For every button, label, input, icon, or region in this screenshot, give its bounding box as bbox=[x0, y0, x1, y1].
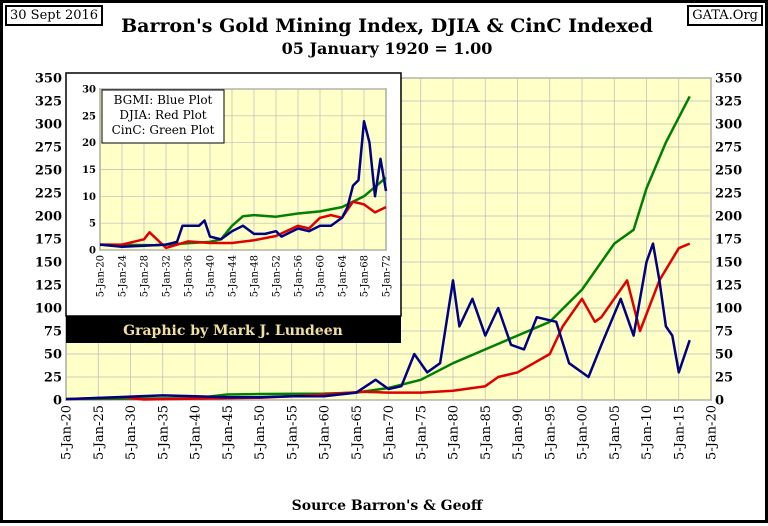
inset-x-tick-label: 5-Jan-68 bbox=[360, 255, 371, 297]
main-x-tick-label: 5-Jan-15 bbox=[672, 405, 687, 460]
main-y-tick-label: 350 bbox=[35, 72, 62, 87]
inset-legend-box bbox=[101, 89, 225, 144]
main-y-tick-label-right: 300 bbox=[715, 118, 742, 133]
main-x-tick-label: 5-Jan-05 bbox=[608, 405, 623, 460]
main-x-tick-label: 5-Jan-20 bbox=[705, 405, 720, 460]
main-x-tick-label: 5-Jan-70 bbox=[382, 405, 397, 460]
main-y-tick-label-right: 225 bbox=[715, 187, 742, 202]
inset-y-tick-label: 30 bbox=[82, 85, 96, 96]
main-y-tick-label: 175 bbox=[35, 233, 62, 248]
main-x-tick-label: 5-Jan-55 bbox=[285, 405, 300, 460]
main-y-tick-label-right: 350 bbox=[715, 72, 742, 87]
footer-source: Source Barron's & Geoff bbox=[291, 498, 483, 514]
main-y-tick-label-right: 50 bbox=[715, 348, 733, 363]
main-y-tick-label: 25 bbox=[44, 371, 62, 386]
main-y-tick-label: 75 bbox=[44, 325, 62, 340]
main-y-tick-label-right: 150 bbox=[715, 256, 742, 271]
inset-x-tick-label: 5-Jan-28 bbox=[140, 255, 151, 297]
chart-subtitle: 05 January 1920 = 1.00 bbox=[281, 39, 493, 58]
main-y-tick-label-right: 75 bbox=[715, 325, 733, 340]
inset-x-tick-label: 5-Jan-40 bbox=[206, 255, 217, 297]
main-x-tick-label: 5-Jan-80 bbox=[447, 405, 462, 460]
legend-entry-2: CinC: Green Plot bbox=[112, 123, 215, 137]
inset-x-tick-label: 5-Jan-24 bbox=[118, 255, 129, 297]
main-x-tick-label: 5-Jan-10 bbox=[640, 405, 655, 460]
main-y-tick-label-right: 100 bbox=[715, 302, 742, 317]
main-y-tick-label: 0 bbox=[53, 394, 62, 409]
main-x-tick-label: 5-Jan-00 bbox=[576, 405, 591, 460]
inset-y-tick-label: 5 bbox=[89, 219, 96, 230]
main-x-tick-label: 5-Jan-35 bbox=[156, 405, 171, 460]
main-y-tick-label: 275 bbox=[35, 141, 62, 156]
main-y-tick-label: 250 bbox=[35, 164, 62, 179]
inset-x-tick-label: 5-Jan-72 bbox=[382, 255, 393, 297]
inset-y-tick-label: 25 bbox=[82, 111, 96, 122]
main-x-tick-label: 5-Jan-85 bbox=[479, 405, 494, 460]
main-x-tick-label: 5-Jan-20 bbox=[60, 405, 75, 460]
date-label: 30 Sept 2016 bbox=[5, 5, 104, 26]
main-y-tick-label-right: 125 bbox=[715, 279, 742, 294]
main-y-tick-label: 300 bbox=[35, 118, 62, 133]
main-y-tick-label: 200 bbox=[35, 210, 62, 225]
legend-entry-0: BGMI: Blue Plot bbox=[114, 93, 213, 107]
inset-y-tick-label: 15 bbox=[82, 165, 96, 176]
main-y-tick-label-right: 0 bbox=[715, 394, 724, 409]
main-x-tick-label: 5-Jan-30 bbox=[124, 405, 139, 460]
main-y-tick-label-right: 25 bbox=[715, 371, 733, 386]
inset-x-tick-label: 5-Jan-52 bbox=[272, 255, 283, 297]
main-x-tick-label: 5-Jan-95 bbox=[543, 405, 558, 460]
credit-banner bbox=[66, 316, 401, 343]
inset-x-tick-label: 5-Jan-56 bbox=[294, 255, 305, 297]
main-y-tick-label-right: 200 bbox=[715, 210, 742, 225]
inset-x-tick-label: 5-Jan-36 bbox=[184, 255, 195, 297]
main-y-tick-label-right: 175 bbox=[715, 233, 742, 248]
inset-x-tick-label: 5-Jan-64 bbox=[338, 255, 349, 297]
inset-series-djia bbox=[100, 200, 387, 250]
inset-y-tick-label: 20 bbox=[82, 138, 96, 149]
main-x-tick-label: 5-Jan-75 bbox=[414, 405, 429, 460]
chart-title: Barron's Gold Mining Index, DJIA & CinC … bbox=[121, 15, 653, 37]
inset-y-tick-label: 0 bbox=[89, 246, 96, 257]
credit-text: Graphic by Mark J. Lundeen bbox=[123, 323, 343, 339]
main-x-tick-label: 5-Jan-90 bbox=[511, 405, 526, 460]
main-y-tick-label: 125 bbox=[35, 279, 62, 294]
main-y-tick-label: 150 bbox=[35, 256, 62, 271]
main-y-tick-label: 325 bbox=[35, 95, 62, 110]
main-y-tick-label: 225 bbox=[35, 187, 62, 202]
main-x-tick-label: 5-Jan-60 bbox=[318, 405, 333, 460]
inset-x-tick-label: 5-Jan-44 bbox=[228, 255, 239, 297]
main-x-tick-label: 5-Jan-40 bbox=[189, 405, 204, 460]
main-y-tick-label-right: 250 bbox=[715, 164, 742, 179]
main-series-cinc bbox=[65, 95, 691, 401]
inset-x-tick-label: 5-Jan-20 bbox=[96, 255, 107, 297]
inset-series-bgmi bbox=[99, 119, 388, 249]
legend-entry-1: DJIA: Red Plot bbox=[119, 108, 206, 122]
source-site-label: GATA.Org bbox=[687, 5, 763, 26]
main-y-tick-label-right: 275 bbox=[715, 141, 742, 156]
inset-x-tick-label: 5-Jan-48 bbox=[250, 255, 261, 297]
main-y-tick-label-right: 325 bbox=[715, 95, 742, 110]
main-y-tick-label: 50 bbox=[44, 348, 62, 363]
inset-x-tick-label: 5-Jan-32 bbox=[162, 255, 173, 297]
main-series-bgmi bbox=[65, 242, 691, 401]
main-x-tick-label: 5-Jan-65 bbox=[350, 405, 365, 460]
main-y-tick-label: 100 bbox=[35, 302, 62, 317]
main-x-tick-label: 5-Jan-25 bbox=[92, 405, 107, 460]
inset-x-tick-label: 5-Jan-60 bbox=[316, 255, 327, 297]
main-x-tick-label: 5-Jan-45 bbox=[221, 405, 236, 460]
inset-y-tick-label: 10 bbox=[82, 192, 96, 203]
main-x-tick-label: 5-Jan-50 bbox=[253, 405, 268, 460]
